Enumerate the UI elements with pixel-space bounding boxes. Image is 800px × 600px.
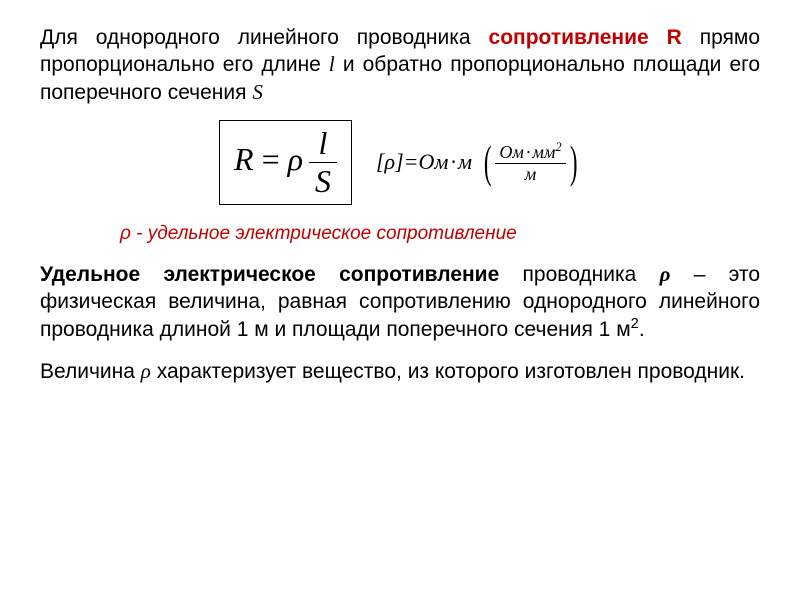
formula-rho: ρ [288, 141, 303, 177]
p3-rho: ρ [141, 359, 151, 383]
formula-box: R = ρlS [219, 120, 352, 205]
p1-term: сопротивление R [489, 26, 682, 49]
formula-num: l [309, 125, 337, 163]
u-sym: ρ [385, 149, 396, 174]
unit-block: [ρ]=Ом·м ( Ом·мм2 м ) [376, 139, 581, 185]
unit-paren: ( Ом·мм2 м ) [480, 139, 581, 185]
paragraph-2: Удельное электрическое сопротивление про… [40, 261, 760, 344]
paren-den: м [495, 164, 565, 185]
caption-sym: ρ [120, 223, 131, 244]
unit-main: [ρ]=Ом·м [376, 149, 472, 175]
p2-mid1: проводника [499, 263, 659, 286]
formula-row: R = ρlS [ρ]=Ом·м ( Ом·мм2 м ) [40, 120, 760, 205]
p3-post: характеризует вещество, из которого изго… [151, 360, 745, 383]
u-m: м [458, 149, 472, 174]
p2-term: Удельное электрическое сопротивление [40, 263, 499, 286]
caption: ρ - удельное электрическое сопротивление [120, 223, 760, 245]
p3-pre: Величина [40, 360, 141, 383]
p2-rho: ρ [660, 262, 671, 286]
paragraph-1: Для однородного линейного проводника соп… [40, 24, 760, 106]
formula-den: S [309, 163, 337, 200]
formula-eq: = [254, 141, 288, 177]
p2-sq: 2 [631, 316, 639, 332]
paren-frac: Ом·мм2 м [495, 140, 565, 185]
paren-num: Ом·мм2 [495, 140, 565, 164]
pn-mm: мм [532, 142, 555, 162]
paren-close-icon: ) [569, 139, 577, 185]
u-open: [ [376, 149, 385, 174]
u-ohm: Ом [419, 149, 449, 174]
formula-frac: lS [309, 125, 337, 200]
u-dot1: · [448, 149, 458, 174]
p1-lead: Для однородного линейного проводника [40, 26, 489, 49]
u-close: ] [395, 149, 404, 174]
caption-text: удельное электрическое сопротивление [148, 223, 517, 244]
p1-S: S [252, 80, 263, 104]
pn-ohm: Ом [499, 142, 524, 162]
p2-end: . [639, 318, 645, 341]
caption-dash: - [131, 223, 148, 244]
formula-lhs: R [234, 141, 254, 177]
pn-sq: 2 [555, 140, 561, 154]
paragraph-3: Величина ρ характеризует вещество, из ко… [40, 358, 760, 385]
paren-open-icon: ( [484, 139, 492, 185]
u-eq: = [404, 149, 419, 174]
